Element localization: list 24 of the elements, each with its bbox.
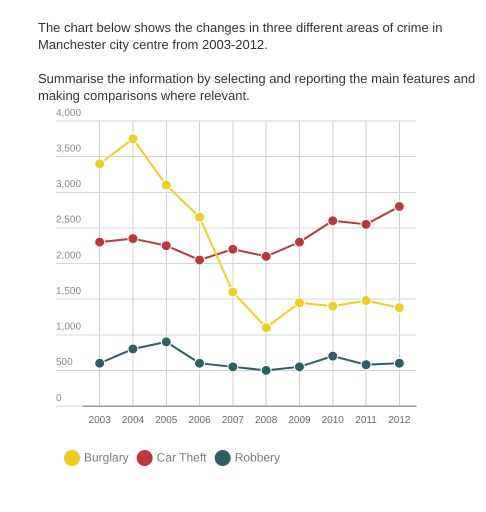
y-tick-label: 4,000 — [56, 108, 82, 119]
legend-label: Car Theft — [156, 450, 208, 464]
legend-label: Burglary — [84, 450, 129, 464]
x-tick-label: 2011 — [355, 414, 378, 426]
y-tick-label: 1,000 — [56, 322, 82, 332]
chart-subtitle: Summarise the information by selecting and reporting the main features and making comparisons where relevant. — [38, 70, 476, 104]
x-tick-label: 2006 — [188, 414, 212, 426]
y-tick-label: 500 — [56, 357, 74, 368]
legend-label: Robbery — [234, 450, 280, 464]
chart-title: The chart below shows the changes in three different areas of crime in Manchester city centre from 2003-2012. — [38, 19, 444, 53]
x-tick-label: 2010 — [322, 414, 344, 426]
x-tick-label: 2008 — [255, 414, 278, 426]
y-tick-label: 1,500 — [56, 286, 82, 297]
x-tick-label: 2004 — [122, 414, 145, 426]
x-tick-label: 2012 — [388, 414, 411, 426]
y-tick-label: 3,000 — [56, 179, 82, 190]
y-tick-label: 2,500 — [56, 214, 82, 226]
x-tick-label: 2003 — [88, 414, 112, 426]
y-tick-label: 2,000 — [56, 250, 82, 262]
y-tick-label: 3,500 — [56, 143, 82, 154]
x-tick-label: 2005 — [155, 414, 178, 426]
y-tick-label: 0 — [56, 392, 62, 404]
x-tick-label: 2007 — [222, 414, 244, 426]
x-tick-label: 2009 — [288, 414, 312, 426]
